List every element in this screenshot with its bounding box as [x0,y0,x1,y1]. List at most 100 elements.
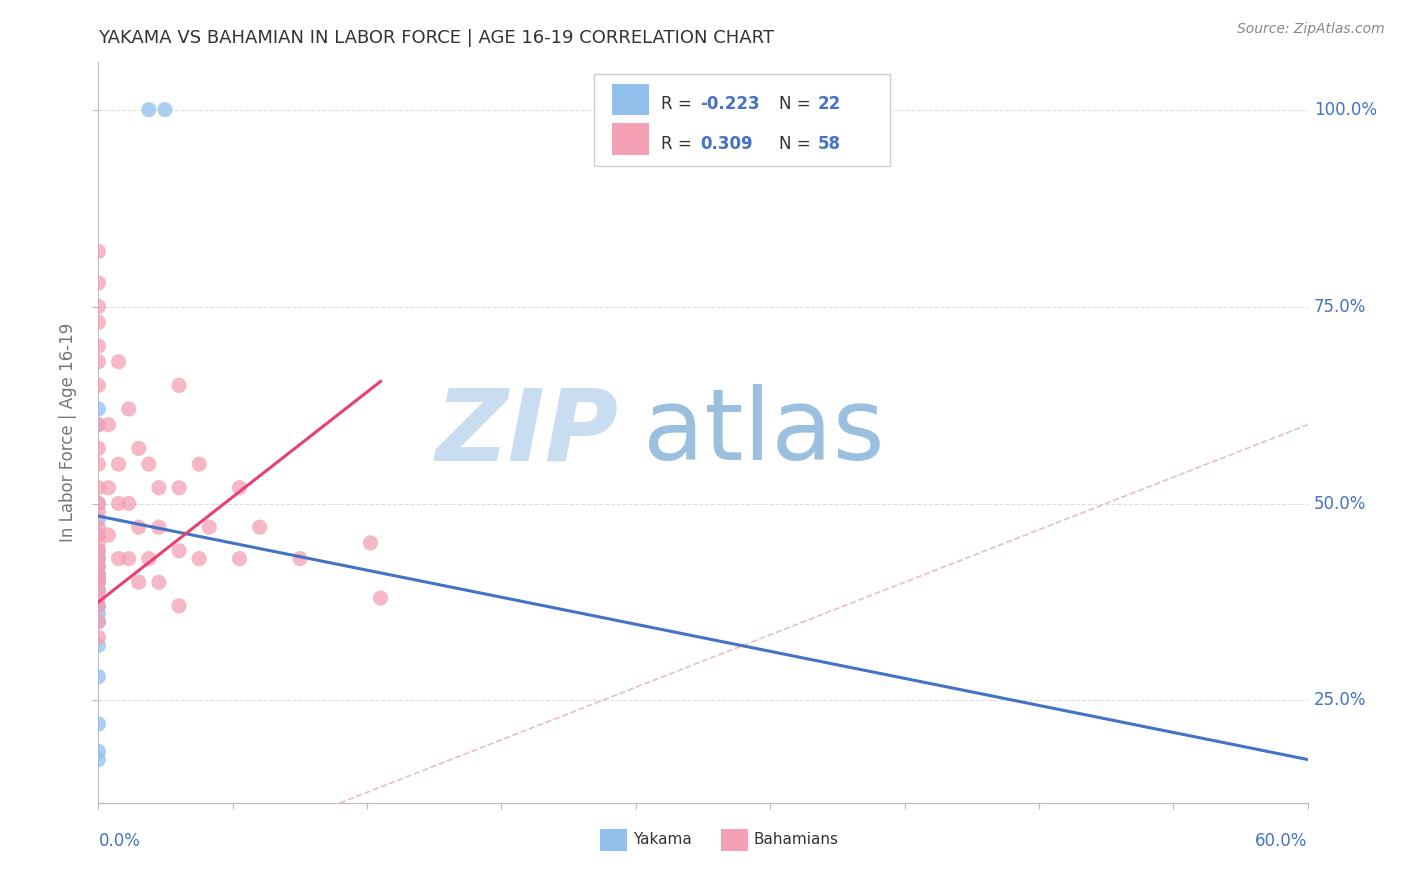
Point [118,402,141,417]
Text: Source: ZipAtlas.com: Source: ZipAtlas.com [1237,22,1385,37]
Text: 0.0%: 0.0% [98,832,141,850]
Point [97,528,120,542]
Point [138,103,160,117]
Point [188,551,211,566]
Point [167,599,190,613]
Text: -0.223: -0.223 [700,95,761,113]
Point [167,543,190,558]
Text: 100.0%: 100.0% [1313,101,1376,119]
Point [128,520,150,534]
Point [138,457,160,471]
Text: atlas: atlas [643,384,884,481]
Point [153,103,176,117]
Text: 75.0%: 75.0% [1313,298,1367,316]
Point [87,631,110,645]
Point [87,670,110,684]
Text: N =: N = [779,135,811,153]
Text: R =: R = [661,95,692,113]
Point [87,591,110,605]
Point [360,536,382,550]
Point [87,417,110,432]
Point [107,551,129,566]
Point [87,378,110,392]
Point [87,442,110,456]
Point [288,551,311,566]
Text: 25.0%: 25.0% [1313,691,1367,709]
Point [87,567,110,582]
Bar [721,829,748,851]
Point [87,559,110,574]
Point [97,417,120,432]
Point [107,496,129,510]
Point [87,571,110,585]
Point [370,591,392,605]
Point [167,378,190,392]
Point [87,339,110,353]
Point [118,551,141,566]
Text: 22: 22 [818,95,841,113]
Point [87,504,110,518]
Point [97,481,120,495]
Point [87,543,110,558]
Point [148,520,170,534]
Point [87,615,110,629]
Text: ZIP: ZIP [436,384,619,481]
Point [128,575,150,590]
Point [87,300,110,314]
Text: 50.0%: 50.0% [1313,494,1367,513]
Point [87,551,110,566]
Point [87,599,110,613]
Text: Yakama: Yakama [633,832,692,847]
Point [87,512,110,526]
Point [87,607,110,621]
Point [87,496,110,510]
Point [87,551,110,566]
Point [167,481,190,495]
Point [87,599,110,613]
Point [198,520,221,534]
Point [87,528,110,542]
Point [87,244,110,259]
Point [118,496,141,510]
Text: Bahamians: Bahamians [754,832,839,847]
Point [87,315,110,329]
Point [87,520,110,534]
Point [87,276,110,290]
Point [107,457,129,471]
Text: N =: N = [779,95,811,113]
Point [87,717,110,731]
Point [228,551,250,566]
Point [87,481,110,495]
Point [87,745,110,759]
Point [87,752,110,766]
Point [87,575,110,590]
Point [148,575,170,590]
Point [87,536,110,550]
Point [87,559,110,574]
Point [138,551,160,566]
Point [87,457,110,471]
Point [87,567,110,582]
Point [87,583,110,598]
Point [87,615,110,629]
Point [87,571,110,585]
Bar [613,84,648,115]
Point [87,402,110,417]
Point [87,638,110,652]
Point [87,528,110,542]
Text: 0.309: 0.309 [700,135,754,153]
Text: 60.0%: 60.0% [1256,832,1308,850]
Text: R =: R = [661,135,692,153]
Point [128,442,150,456]
Point [107,355,129,369]
Point [87,417,110,432]
Point [228,481,250,495]
Point [148,481,170,495]
FancyBboxPatch shape [595,73,890,166]
Bar [613,123,648,154]
Point [87,575,110,590]
Point [87,355,110,369]
Point [87,496,110,510]
Point [249,520,271,534]
Point [87,583,110,598]
